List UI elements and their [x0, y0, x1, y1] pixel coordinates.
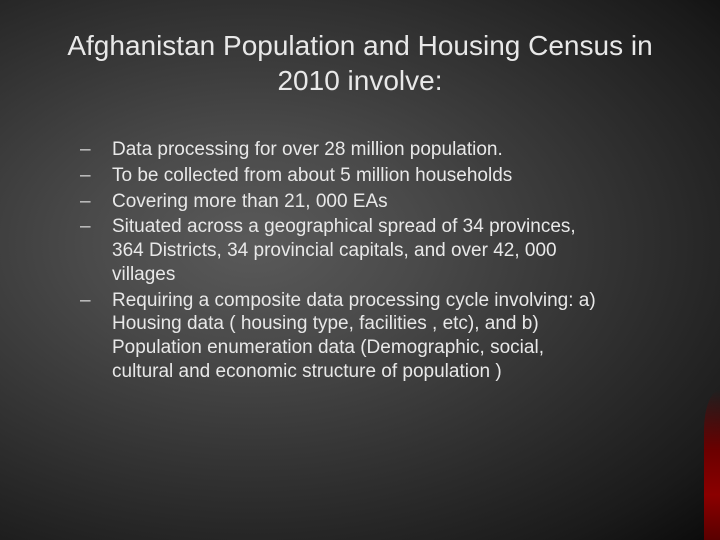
list-item: Covering more than 21, 000 EAs	[80, 190, 610, 214]
list-item: To be collected from about 5 million hou…	[80, 164, 610, 188]
list-item: Requiring a composite data processing cy…	[80, 289, 610, 384]
slide-title: Afghanistan Population and Housing Censu…	[60, 28, 660, 98]
bullet-list: Data processing for over 28 million popu…	[50, 138, 610, 384]
slide-container: Afghanistan Population and Housing Censu…	[0, 0, 720, 540]
accent-decoration	[704, 390, 720, 540]
list-item: Data processing for over 28 million popu…	[80, 138, 610, 162]
list-item: Situated across a geographical spread of…	[80, 215, 610, 286]
